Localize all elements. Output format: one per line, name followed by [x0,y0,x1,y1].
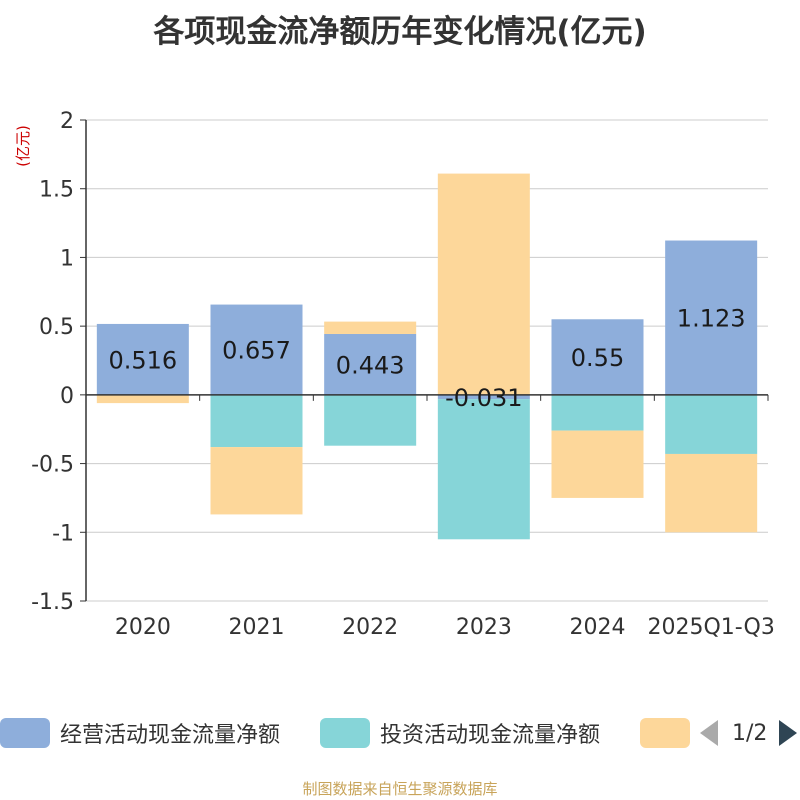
bar-series0-4 [551,319,644,395]
legend-swatch-operating [0,718,50,748]
y-tick-label: -0.5 [31,453,74,478]
data-label: 1.123 [677,305,746,333]
tick-labels: 2 1.5 1 0.5 0 -0.5 -1 -1.5 2020 2021 2022 2023 2024 2… [31,109,775,640]
bar-series0-2 [324,333,417,395]
y-tick-label: -1 [52,521,74,546]
data-label: 0.55 [571,344,624,372]
chart-title: 各项现金流净额历年变化情况(亿元) [153,14,647,50]
legend-swatch-financing [640,718,690,748]
legend-pager: 1/2 [700,718,798,748]
bar-series0-3 [437,394,530,400]
y-tick-label: -1.5 [31,590,74,615]
data-label: 0.657 [222,337,291,365]
grid-lines [86,119,768,602]
pager-next-icon[interactable] [779,720,798,746]
legend-label-investing: 投资活动现金流量净额 [380,723,601,748]
x-tick-label: 2020 [115,615,171,640]
legend: 经营活动现金流量净额 投资活动现金流量净额 1/2 [0,712,800,756]
chart-area: (亿元) 2 1.5 1 0.5 0 -0.5 -1 -1.5 2020 2021 2022 2023… [14,109,775,640]
bar-series1-5 [665,394,758,454]
bar-series0-1 [210,304,303,395]
legend-item-investing[interactable]: 投资活动现金流量净额 [320,718,600,748]
data-labels: 0.516 0.657 0.443 -0.031 0.55 1.123 [108,305,745,412]
data-label: 0.516 [108,346,177,374]
bar-series2-1 [210,447,303,515]
legend-swatch-investing [320,718,370,748]
bar-series2-0 [96,394,189,404]
y-tick-label: 1 [60,246,74,271]
y-tick-label: 1.5 [39,178,74,203]
pager-text: 1/2 [732,720,768,746]
x-tick-label: 2022 [342,615,398,640]
y-tick-label: 0.5 [39,315,74,340]
x-tick-label: 2025Q1-Q3 [647,615,774,640]
axes [80,119,769,602]
y-tick-label: 2 [60,109,74,134]
source-note: 制图数据来自恒生聚源数据库 [302,780,498,798]
y-unit-label: (亿元) [14,125,32,167]
bar-group [96,173,758,540]
bar-series1-1 [210,394,303,448]
data-label: 0.443 [336,351,405,379]
x-tick-label: 2024 [570,615,626,640]
bar-series2-3 [437,173,530,395]
bar-series2-5 [665,453,758,533]
pager-prev-icon[interactable] [700,720,718,746]
bar-series1-4 [551,394,644,431]
bar-series1-2 [324,394,417,446]
bar-series1-3 [437,399,530,540]
bar-series0-0 [96,323,189,395]
bar-series0-5 [665,240,758,395]
legend-label-operating: 经营活动现金流量净额 [60,723,281,748]
bar-series2-4 [551,430,644,498]
x-tick-label: 2021 [229,615,285,640]
legend-item-financing[interactable] [640,718,700,748]
legend-item-operating[interactable]: 经营活动现金流量净额 [0,718,280,748]
x-tick-label: 2023 [456,615,512,640]
data-label: -0.031 [445,384,522,412]
y-tick-label: 0 [60,384,74,409]
bar-series2-2 [324,321,417,334]
